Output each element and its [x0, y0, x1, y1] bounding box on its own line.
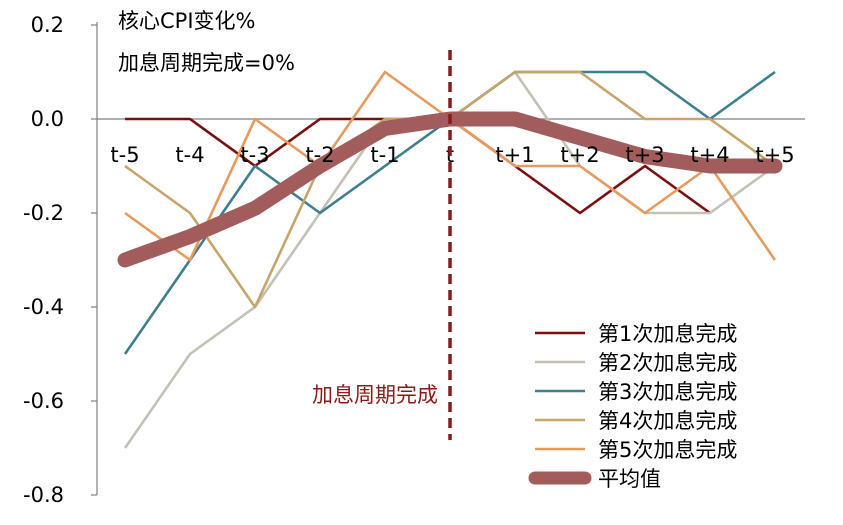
x-tick-label: t-4 — [175, 143, 204, 167]
x-tick-label: t+4 — [690, 143, 729, 167]
legend-label: 第2次加息完成 — [598, 351, 737, 375]
annotation-group: 加息周期完成 — [312, 50, 452, 440]
y-tick-label: 0.2 — [31, 13, 64, 37]
y-tick-label: -0.4 — [23, 295, 64, 319]
legend-label: 第5次加息完成 — [598, 438, 737, 462]
y-tick-label: -0.8 — [23, 483, 64, 507]
y-tick-label: 0.0 — [31, 107, 64, 131]
series-line-1 — [125, 117, 711, 215]
x-tick-label: t-1 — [370, 143, 399, 167]
x-tick-labels-group: t-5t-4t-3t-2t-1tt+1t+2t+3t+4t+5 — [110, 143, 794, 167]
annotation-label: 加息周期完成 — [312, 383, 438, 407]
y-tick-label: -0.6 — [23, 389, 64, 413]
legend-label: 第4次加息完成 — [598, 409, 737, 433]
axes-group: 0.2 0.0 -0.2 -0.4 -0.6 -0.8 — [23, 13, 805, 507]
x-tick-label: t-2 — [305, 143, 334, 167]
x-tick-label: t-3 — [240, 143, 269, 167]
x-tick-label: t+3 — [625, 143, 664, 167]
legend-label: 第3次加息完成 — [598, 380, 737, 404]
chart-subtitle: 加息周期完成=0% — [118, 51, 295, 75]
y-tick-label: -0.2 — [23, 201, 64, 225]
legend-label: 平均值 — [598, 467, 661, 491]
x-tick-label: t-5 — [110, 143, 139, 167]
x-tick-label: t+5 — [755, 143, 794, 167]
x-tick-label: t+2 — [560, 143, 599, 167]
legend-label: 第1次加息完成 — [598, 322, 737, 346]
x-tick-label: t+1 — [495, 143, 534, 167]
chart-title: 核心CPI变化% — [118, 9, 255, 33]
